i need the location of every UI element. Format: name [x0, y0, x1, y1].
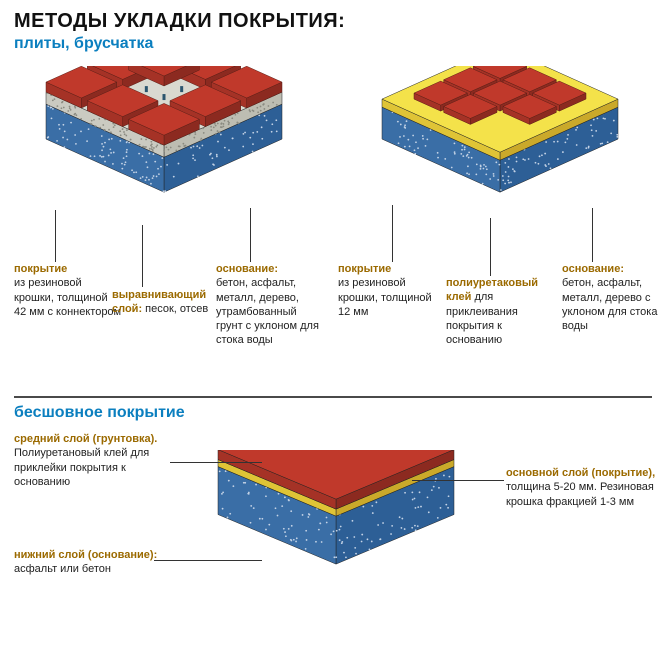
diagram-1	[14, 66, 314, 236]
h: основание:	[216, 263, 278, 275]
b: из резиновой крошки, толщиной 42 мм с ко…	[14, 277, 121, 318]
h: основной слой (покрытие),	[506, 467, 655, 479]
subtitle-seamless: бесшовное покрытие	[14, 404, 185, 422]
h: средний слой (грунтовка).	[14, 433, 157, 445]
b: бетон, асфальт, металл, дерево с уклоном…	[562, 277, 657, 332]
d3-label-3: основной слой (покрытие), толщина 5-20 м…	[506, 466, 656, 509]
leader	[154, 560, 262, 561]
d1-label-2: выравнивающий слой: песок, отсев	[112, 288, 210, 317]
leader	[392, 205, 393, 262]
leader	[412, 480, 504, 481]
diagram-2	[350, 66, 650, 236]
d2-label-2: полиуретаковый клей для приклеивания пок…	[446, 276, 556, 347]
divider	[14, 396, 652, 398]
b: песок, отсев	[145, 303, 208, 315]
d3-label-1: средний слой (грунтовка). Полиуретановый…	[14, 432, 184, 489]
d1-label-3: основание: бетон, асфальт, металл, дерев…	[216, 262, 326, 348]
leader	[490, 218, 491, 276]
page-title: МЕТОДЫ УКЛАДКИ ПОКРЫТИЯ:	[14, 10, 652, 33]
leader	[55, 210, 56, 262]
diagram-3	[186, 450, 486, 600]
b: асфальт или бетон	[14, 563, 111, 575]
leader	[592, 208, 593, 262]
h: покрытие	[14, 263, 67, 275]
d2-label-3: основание: бетон, асфальт, металл, дерев…	[562, 262, 660, 333]
b: Полиуретановый клей для приклейки покрыт…	[14, 447, 149, 488]
b: из резиновой крошки, толщиной 12 мм	[338, 277, 432, 318]
leader	[142, 225, 143, 287]
b: бетон, асфальт, металл, дерево, утрамбов…	[216, 277, 319, 346]
b: толщина 5-20 мм. Резиновая крошка фракци…	[506, 481, 654, 507]
d2-label-1: покрытие из резиновой крошки, толщиной 1…	[338, 262, 438, 319]
subtitle-tiles: плиты, брусчатка	[14, 35, 652, 53]
h: основание:	[562, 263, 624, 275]
h: покрытие	[338, 263, 391, 275]
d1-label-1: покрытие из резиновой крошки, толщиной 4…	[14, 262, 122, 319]
h: нижний слой (основание):	[14, 549, 157, 561]
leader	[250, 208, 251, 262]
d3-label-2: нижний слой (основание): асфальт или бет…	[14, 548, 164, 577]
